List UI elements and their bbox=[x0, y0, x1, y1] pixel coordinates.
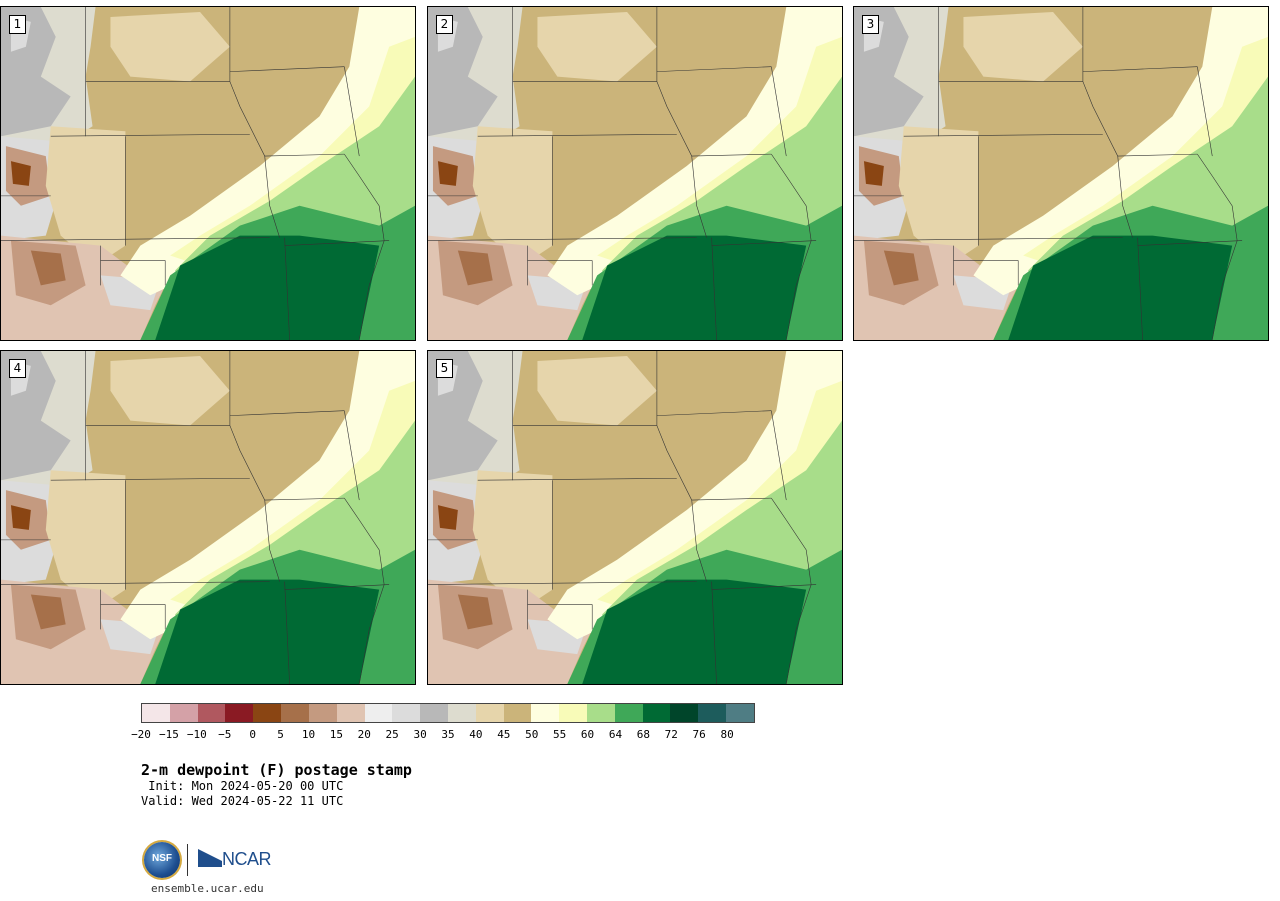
colorbar-segment bbox=[281, 704, 309, 722]
colorbar-segment bbox=[336, 704, 365, 722]
colorbar-segment bbox=[364, 704, 393, 722]
colorbar-tick-label: 35 bbox=[441, 728, 455, 741]
colorbar-tick-label: 68 bbox=[636, 728, 650, 741]
colorbar-segment bbox=[614, 704, 643, 722]
ncar-logo-icon bbox=[198, 849, 222, 867]
colorbar-segment bbox=[531, 704, 560, 722]
colorbar-tick-label: 72 bbox=[664, 728, 678, 741]
colorbar-ticks: −20 −15 −10 −5 0 5 10 15 20 25 30 35 40 45 50 55 60 64 68 7… bbox=[131, 728, 755, 742]
colorbar-segment bbox=[698, 704, 727, 722]
colorbar-segment bbox=[197, 704, 226, 722]
colorbar-tick-label: 20 bbox=[357, 728, 371, 741]
footer-url: ensemble.ucar.edu bbox=[151, 882, 264, 895]
colorbar-tick-label: 30 bbox=[413, 728, 427, 741]
nsf-logo-text: NSF bbox=[152, 853, 172, 864]
colorbar-tick-label: −5 bbox=[218, 728, 232, 741]
map-panel-2: 2 bbox=[427, 6, 843, 341]
colorbar-tick-label: 15 bbox=[329, 728, 343, 741]
colorbar-segment bbox=[420, 704, 448, 722]
colorbar-tick-label: 50 bbox=[525, 728, 539, 741]
colorbar-tick-label: 0 bbox=[249, 728, 256, 741]
colorbar-segment bbox=[392, 704, 421, 722]
colorbar-segment bbox=[503, 704, 532, 722]
colorbar-tick-label: −15 bbox=[158, 728, 179, 741]
map-panel-4: 4 bbox=[0, 350, 416, 685]
logos: NSF NCAR bbox=[144, 842, 274, 880]
panel-label: 3 bbox=[862, 15, 879, 34]
colorbar-segment bbox=[447, 704, 476, 722]
colorbar-segment bbox=[225, 704, 254, 722]
panel-label: 5 bbox=[436, 359, 453, 378]
colorbar-tick-label: 45 bbox=[497, 728, 511, 741]
init-time: Init: Mon 2024-05-20 00 UTC bbox=[141, 779, 344, 793]
colorbar-segment bbox=[308, 704, 337, 722]
colorbar-tick-label: 25 bbox=[385, 728, 399, 741]
colorbar-segment bbox=[670, 704, 699, 722]
nsf-logo: NSF bbox=[144, 842, 180, 878]
colorbar-segment bbox=[475, 704, 504, 722]
logo-divider bbox=[187, 844, 188, 876]
map-panel-5: 5 bbox=[427, 350, 843, 685]
colorbar-tick-label: 80 bbox=[720, 728, 734, 741]
colorbar-tick-label: 10 bbox=[301, 728, 316, 741]
colorbar-tick-label: −10 bbox=[186, 728, 207, 741]
colorbar bbox=[141, 703, 755, 723]
colorbar-segment bbox=[559, 704, 587, 722]
panel-label: 2 bbox=[436, 15, 453, 34]
colorbar-segment bbox=[726, 704, 754, 722]
colorbar-tick-label: −20 bbox=[131, 728, 151, 741]
colorbar-tick-label: 5 bbox=[277, 728, 284, 741]
panel-label: 4 bbox=[9, 359, 26, 378]
colorbar-segment bbox=[253, 704, 282, 722]
map-panel-1: 1 bbox=[0, 6, 416, 341]
colorbar-tick-label: 64 bbox=[608, 728, 623, 741]
panel-label: 1 bbox=[9, 15, 26, 34]
colorbar-segment bbox=[142, 704, 170, 722]
valid-time: Valid: Wed 2024-05-22 11 UTC bbox=[141, 794, 344, 808]
colorbar-segment bbox=[642, 704, 671, 722]
colorbar-segment bbox=[587, 704, 615, 722]
chart-title: 2-m dewpoint (F) postage stamp bbox=[141, 761, 412, 779]
map-panel-3: 3 bbox=[853, 6, 1269, 341]
ncar-logo-text: NCAR bbox=[222, 849, 272, 869]
colorbar-tick-label: 60 bbox=[580, 728, 595, 741]
colorbar-tick-label: 76 bbox=[692, 728, 706, 741]
colorbar-segment bbox=[169, 704, 198, 722]
colorbar-tick-label: 40 bbox=[469, 728, 483, 741]
colorbar-tick-label: 55 bbox=[553, 728, 567, 741]
